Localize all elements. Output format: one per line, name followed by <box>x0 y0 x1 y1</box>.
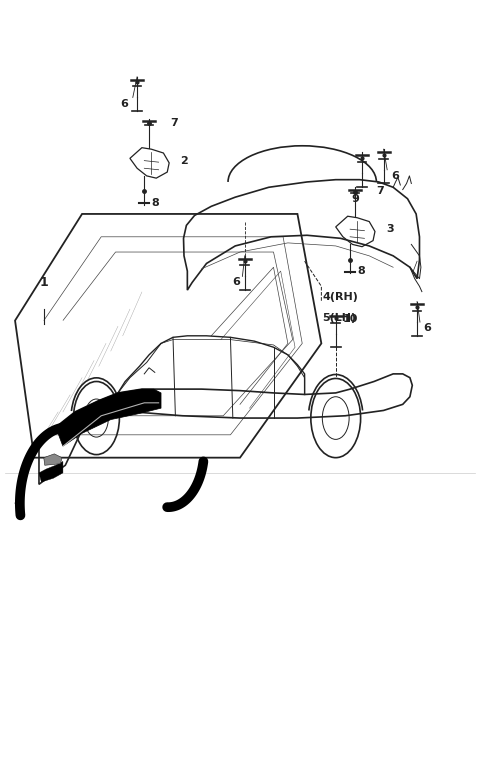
Text: 5(LH): 5(LH) <box>323 313 357 323</box>
Text: 8: 8 <box>152 198 159 208</box>
Text: 2: 2 <box>180 156 188 166</box>
Text: 7: 7 <box>170 118 179 127</box>
Text: 8: 8 <box>357 266 365 276</box>
Text: 7: 7 <box>376 186 384 196</box>
Text: 6: 6 <box>423 324 431 333</box>
Text: 4(RH): 4(RH) <box>323 291 358 301</box>
Text: 1: 1 <box>39 275 48 288</box>
Text: 3: 3 <box>386 224 394 234</box>
Polygon shape <box>56 389 161 446</box>
Polygon shape <box>39 462 63 482</box>
Text: 9: 9 <box>352 194 360 204</box>
Polygon shape <box>44 454 62 465</box>
Text: 6: 6 <box>120 98 129 108</box>
Text: 6: 6 <box>232 278 240 288</box>
Text: 6: 6 <box>391 171 398 181</box>
Text: 10: 10 <box>343 314 358 324</box>
